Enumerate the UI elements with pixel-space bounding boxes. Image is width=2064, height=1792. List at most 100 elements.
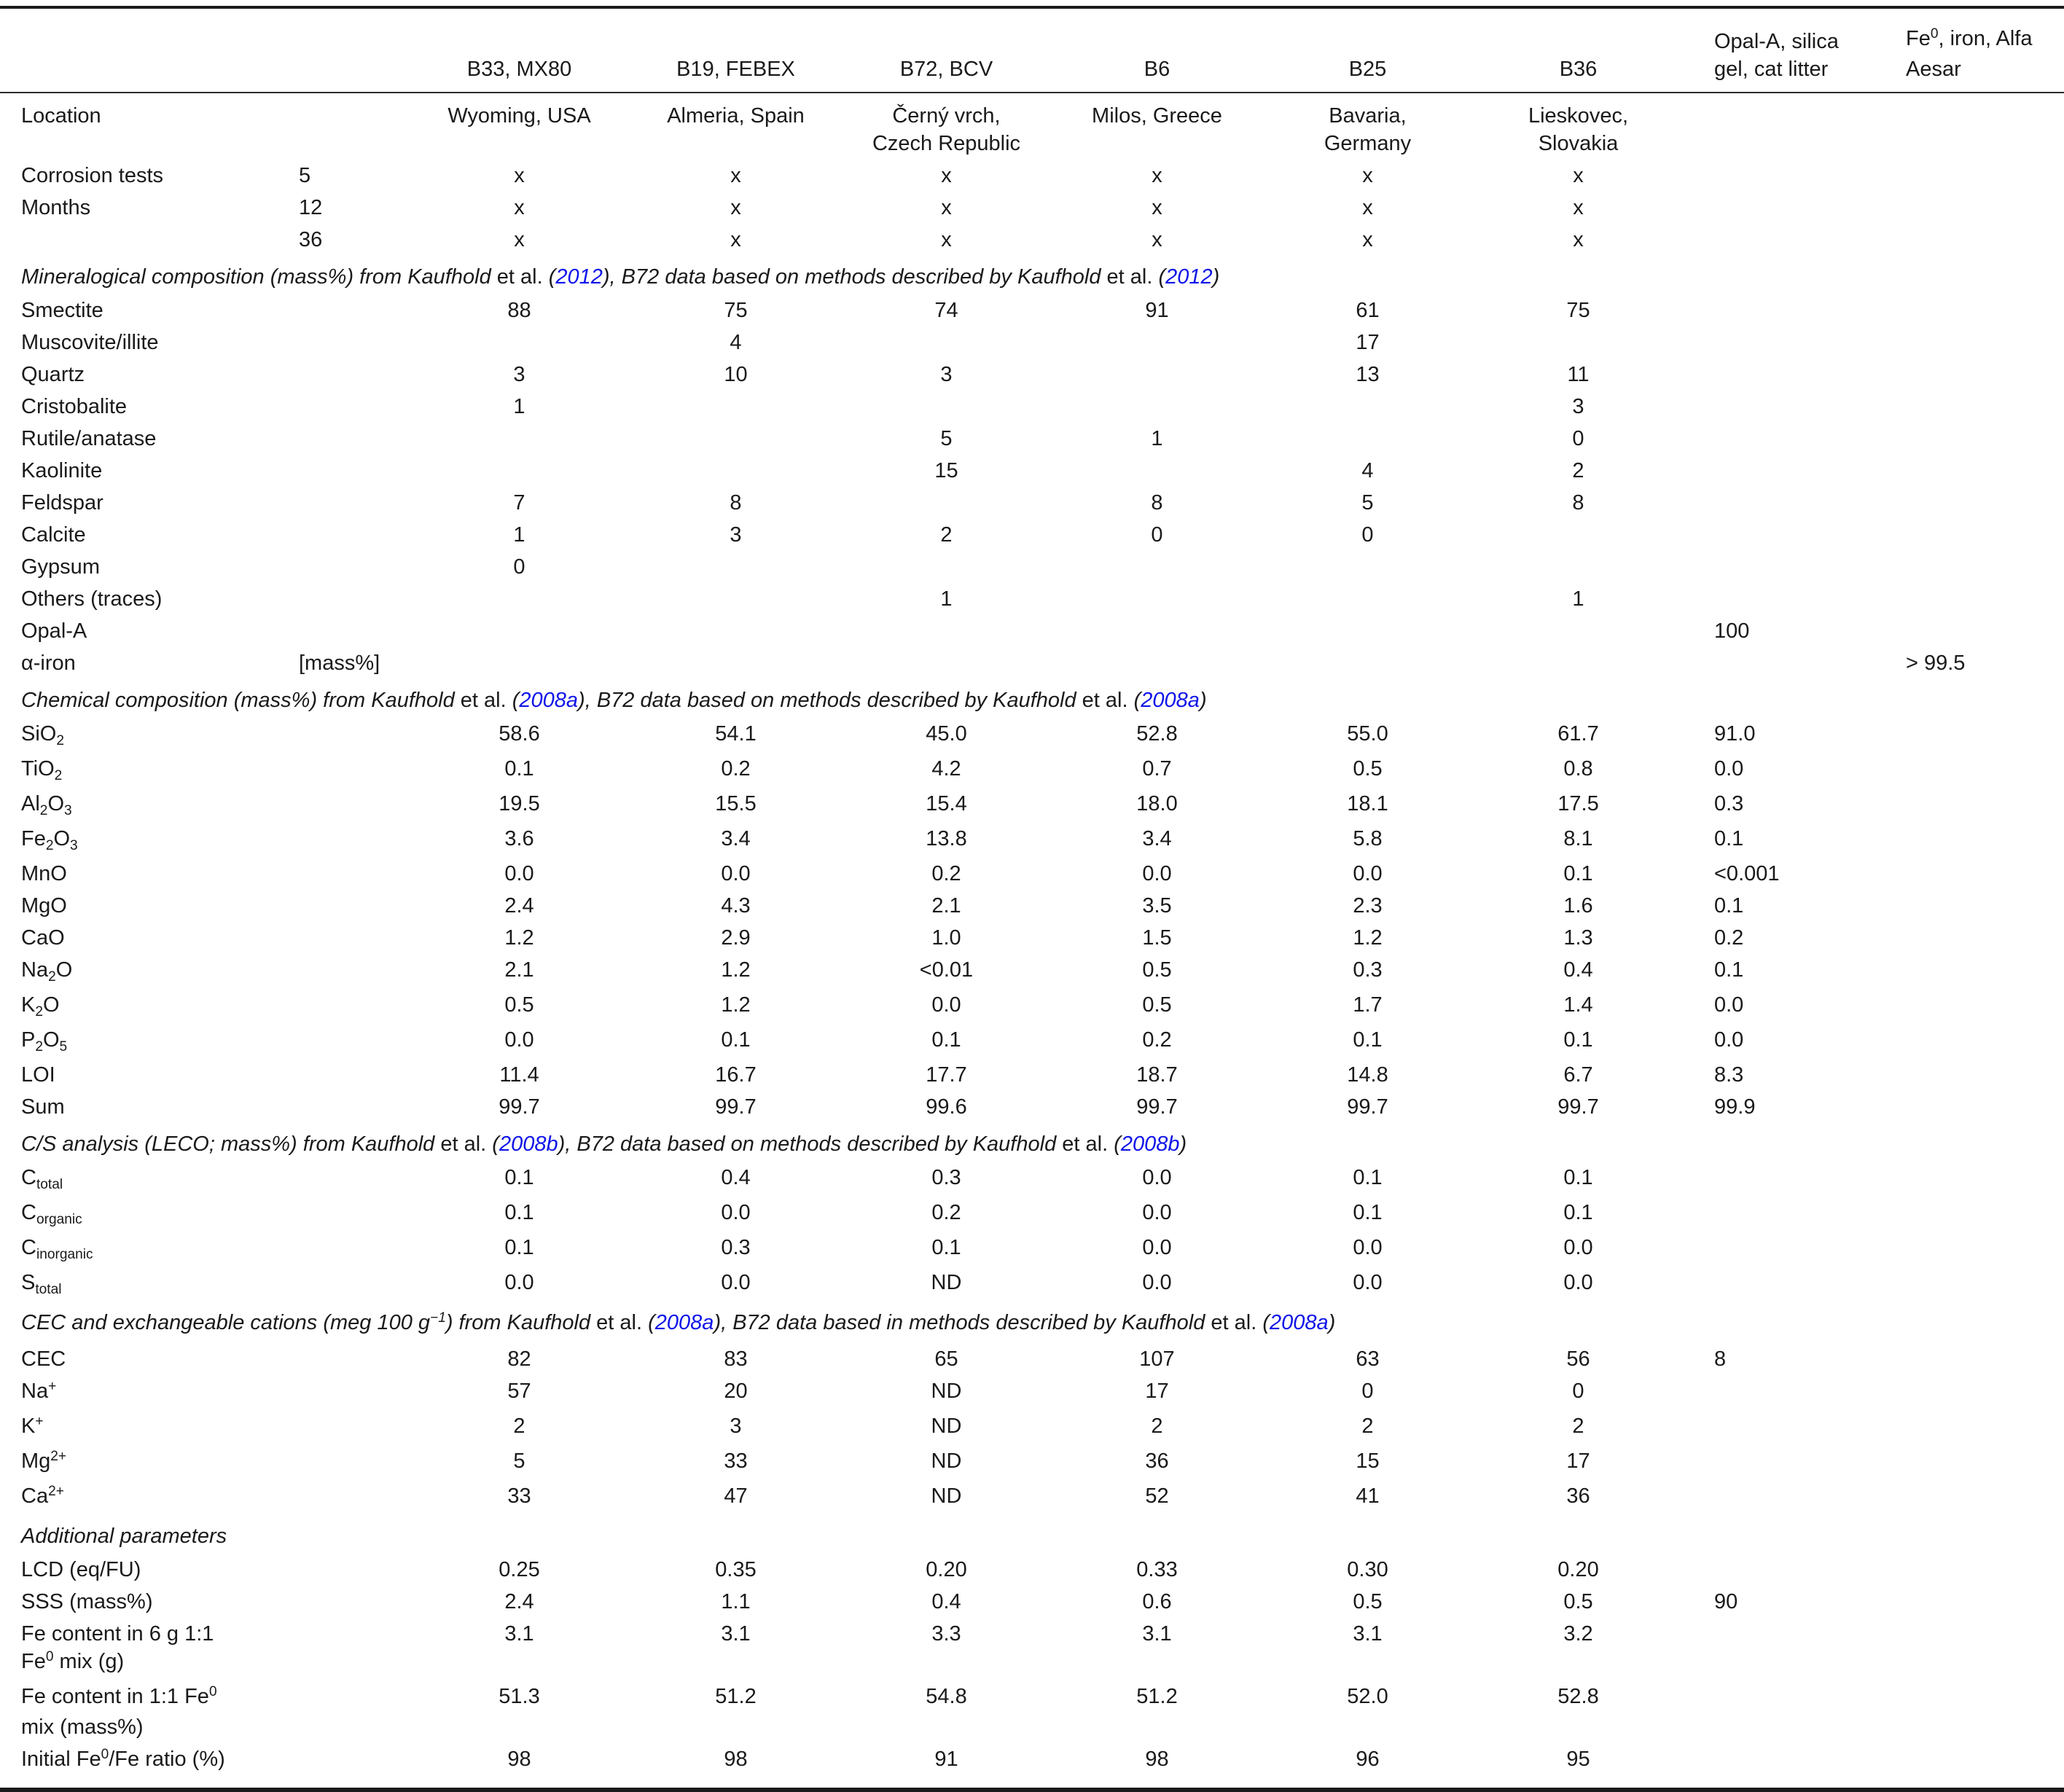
cell: 1.6 [1563,894,1593,917]
row-sublabel [277,391,408,423]
cell [1052,391,1262,423]
row-sublabel [277,989,408,1024]
cell: 91.0 [1714,722,1756,746]
cell [1895,583,2064,615]
cell: x [730,228,741,251]
cell: 0.2 [721,757,751,780]
row-label: Sum [21,1095,65,1119]
cell [1262,391,1473,423]
cell: 0.0 [1714,757,1744,780]
row-label: LCD (eq/FU) [21,1558,141,1581]
cell: 0.6 [1142,1590,1172,1613]
cell: 2.9 [721,926,751,950]
cell: 0 [1572,1380,1584,1403]
cell [1262,583,1473,615]
cell: 52.0 [1347,1685,1388,1708]
cell [1684,326,1895,359]
cell: x [1573,164,1584,187]
cell: 1.1 [721,1590,751,1613]
cell: 0.7 [1142,757,1172,780]
row-sublabel [277,1232,408,1267]
cell: 90 [1714,1590,1738,1613]
cell: x [1362,196,1373,219]
table-row: Ctotal 0.1 0.4 0.3 0.0 0.1 0.1 [0,1162,2064,1197]
citation-link[interactable]: 2008b [1120,1132,1180,1156]
cell: 54.8 [926,1685,967,1708]
cell: 8 [1572,491,1584,514]
cell [1895,391,2064,423]
cell: Milos, Greece [1092,104,1222,128]
table-row: Gypsum 0 [0,551,2064,583]
cell: 0 [1572,427,1584,450]
cell: 2 [1361,1415,1374,1438]
citation-link[interactable]: 2008a [654,1311,714,1334]
cell: 0.20 [1557,1558,1599,1581]
citation-link[interactable]: 2012 [1165,265,1213,289]
cell [1684,455,1895,487]
cell [408,615,630,647]
cell: Lieskovec, Slovakia [1528,104,1628,155]
table-row: Stotal 0.0 0.0 ND 0.0 0.0 0.0 [0,1267,2064,1302]
row-label: K2O [21,993,60,1020]
table-row: Location Wyoming, USA Almeria, Spain Černý … [0,93,2064,160]
cell: ND [931,1449,962,1473]
row-label: Corganic [21,1201,82,1227]
row-sublabel [277,954,408,989]
cell [1895,858,2064,890]
cell [1473,615,1684,647]
cell: 0 [1361,1380,1374,1403]
cell: 65 [934,1347,958,1371]
cell: Wyoming, USA [447,104,591,128]
cell [1895,1480,2064,1515]
cell [1262,647,1473,679]
cell [1895,890,2064,922]
cell: 7 [513,491,525,514]
row-sublabel [277,487,408,519]
cell: 1.4 [1563,993,1593,1017]
citation-link[interactable]: 2008a [1141,689,1200,712]
table-row: Cinorganic 0.1 0.3 0.1 0.0 0.0 0.0 [0,1232,2064,1267]
cell: 0 [513,555,525,579]
cell [1262,423,1473,455]
section-header: CEC and exchangeable cations (meg 100 g−… [21,1310,1336,1334]
cell: 4.2 [931,757,961,780]
cell: 99.9 [1714,1095,1756,1119]
cell: 33 [724,1449,748,1473]
cell: 0.2 [931,1201,961,1224]
cell: 5 [1361,491,1374,514]
section-header-row: Chemical composition (mass%) from Kaufho… [0,679,2064,718]
cell: 0.0 [504,862,534,885]
cell: Černý vrch, Czech Republic [872,104,1021,155]
cell [1473,551,1684,583]
row-sublabel [277,1343,408,1375]
row-sublabel [277,718,408,753]
row-label: SiO2 [21,722,64,748]
citation-link[interactable]: 2008b [499,1132,558,1156]
cell [1895,1267,2064,1302]
row-sublabel [277,93,408,160]
cell [841,647,1052,679]
citation-link[interactable]: 2008a [1270,1311,1329,1334]
cell [1684,294,1895,326]
row-label: Ctotal [21,1166,63,1192]
cell: 3 [940,363,953,386]
cell: 0.1 [504,1201,534,1224]
cell: x [1152,196,1162,219]
cell: 15 [934,459,958,482]
cell [1052,455,1262,487]
cell [1473,326,1684,359]
cell [1684,519,1895,551]
cell [1473,647,1684,679]
cell: 0.0 [721,1201,751,1224]
cell: 51.2 [715,1685,757,1708]
cell: 0.25 [499,1558,540,1581]
table-row: Months 12 x x x x x x [0,192,2064,224]
section-header-row: C/S analysis (LECO; mass%) from Kaufhold… [0,1123,2064,1162]
citation-link[interactable]: 2008a [519,689,579,712]
cell [630,583,841,615]
cell [1895,823,2064,858]
cell [1262,551,1473,583]
cell: 2 [1572,1415,1584,1438]
citation-link[interactable]: 2012 [555,265,603,289]
